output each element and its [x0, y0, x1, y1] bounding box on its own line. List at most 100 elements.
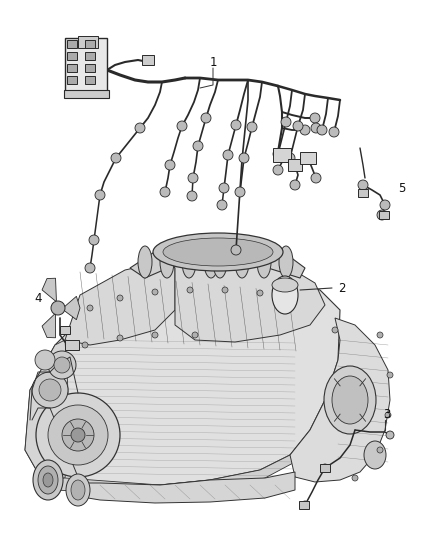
- Circle shape: [377, 332, 383, 338]
- Circle shape: [165, 160, 175, 170]
- Circle shape: [192, 332, 198, 338]
- Circle shape: [332, 327, 338, 333]
- Circle shape: [223, 150, 233, 160]
- Circle shape: [62, 419, 94, 451]
- Ellipse shape: [257, 246, 271, 278]
- Bar: [299, 501, 309, 509]
- Circle shape: [187, 191, 197, 201]
- Circle shape: [385, 412, 391, 418]
- Circle shape: [219, 183, 229, 193]
- Bar: [358, 189, 368, 197]
- Circle shape: [160, 187, 170, 197]
- Ellipse shape: [213, 246, 227, 278]
- Bar: [142, 55, 154, 65]
- Circle shape: [217, 200, 227, 210]
- Circle shape: [377, 210, 387, 220]
- Circle shape: [231, 120, 241, 130]
- Bar: [273, 148, 291, 162]
- Circle shape: [95, 190, 105, 200]
- Circle shape: [177, 121, 187, 131]
- Circle shape: [273, 165, 283, 175]
- Circle shape: [321, 464, 329, 472]
- Circle shape: [300, 125, 310, 135]
- Ellipse shape: [38, 466, 58, 494]
- Polygon shape: [65, 260, 175, 345]
- Circle shape: [111, 153, 121, 163]
- Circle shape: [310, 113, 320, 123]
- Bar: [78, 36, 98, 48]
- Bar: [85, 52, 95, 60]
- Bar: [67, 76, 77, 84]
- Circle shape: [39, 379, 61, 401]
- Text: 3: 3: [383, 408, 391, 422]
- Ellipse shape: [235, 246, 249, 278]
- Ellipse shape: [332, 376, 368, 424]
- Ellipse shape: [272, 278, 298, 292]
- Circle shape: [377, 447, 383, 453]
- Circle shape: [48, 405, 108, 465]
- Circle shape: [235, 187, 245, 197]
- Bar: [85, 40, 95, 48]
- Circle shape: [293, 121, 303, 131]
- Ellipse shape: [364, 441, 386, 469]
- Circle shape: [32, 372, 68, 408]
- Bar: [60, 326, 70, 334]
- Ellipse shape: [153, 233, 283, 271]
- Ellipse shape: [163, 238, 273, 266]
- Circle shape: [51, 301, 65, 315]
- Ellipse shape: [160, 246, 174, 278]
- Polygon shape: [25, 278, 340, 485]
- Circle shape: [89, 235, 99, 245]
- Bar: [65, 340, 79, 350]
- Circle shape: [82, 342, 88, 348]
- Ellipse shape: [182, 246, 196, 278]
- Circle shape: [117, 295, 123, 301]
- Circle shape: [117, 335, 123, 341]
- Circle shape: [273, 149, 283, 159]
- Polygon shape: [290, 318, 390, 482]
- Circle shape: [222, 287, 228, 293]
- Polygon shape: [42, 455, 295, 495]
- Text: 5: 5: [398, 182, 406, 195]
- Bar: [67, 52, 77, 60]
- Circle shape: [231, 245, 241, 255]
- Circle shape: [257, 290, 263, 296]
- Bar: [65, 38, 107, 93]
- Circle shape: [285, 153, 295, 163]
- Circle shape: [317, 125, 327, 135]
- Polygon shape: [42, 314, 56, 338]
- Ellipse shape: [204, 246, 218, 278]
- Polygon shape: [42, 278, 57, 301]
- Circle shape: [239, 153, 249, 163]
- Polygon shape: [63, 296, 80, 320]
- Polygon shape: [130, 238, 305, 278]
- Circle shape: [281, 117, 291, 127]
- Ellipse shape: [43, 473, 53, 487]
- Ellipse shape: [71, 480, 85, 500]
- Text: 2: 2: [338, 281, 346, 295]
- Circle shape: [287, 300, 293, 306]
- Bar: [85, 76, 95, 84]
- Ellipse shape: [324, 366, 376, 434]
- Polygon shape: [25, 340, 68, 480]
- Circle shape: [311, 123, 321, 133]
- Circle shape: [48, 351, 76, 379]
- Circle shape: [290, 180, 300, 190]
- Circle shape: [247, 122, 257, 132]
- Text: 4: 4: [34, 292, 42, 304]
- Polygon shape: [70, 472, 295, 503]
- Circle shape: [35, 350, 55, 370]
- Circle shape: [85, 263, 95, 273]
- Bar: [67, 64, 77, 72]
- Circle shape: [36, 393, 120, 477]
- Circle shape: [54, 357, 70, 373]
- Circle shape: [188, 173, 198, 183]
- Circle shape: [71, 428, 85, 442]
- Bar: [85, 64, 95, 72]
- Circle shape: [201, 113, 211, 123]
- Circle shape: [152, 289, 158, 295]
- Text: 1: 1: [209, 55, 217, 69]
- Ellipse shape: [66, 474, 90, 506]
- Circle shape: [329, 127, 339, 137]
- Circle shape: [193, 141, 203, 151]
